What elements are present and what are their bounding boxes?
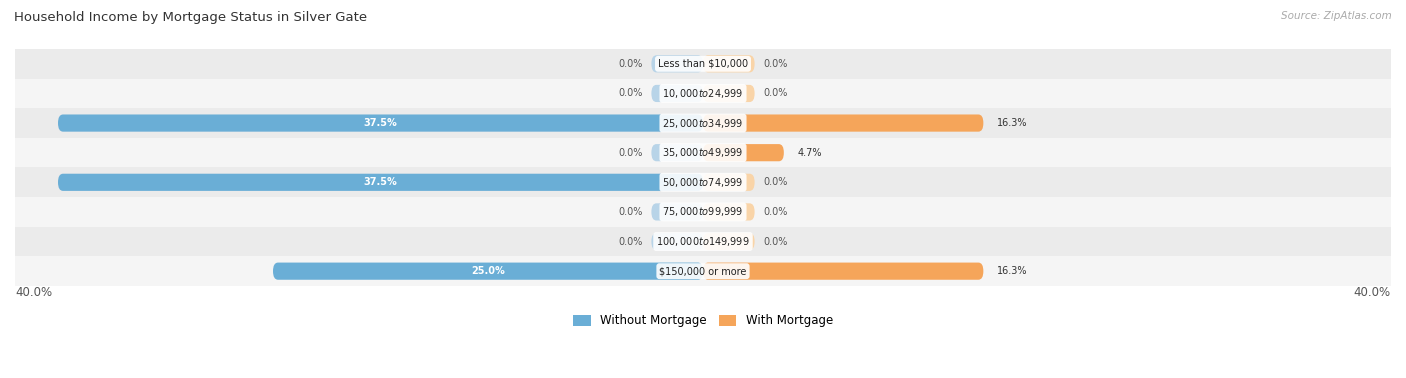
Text: 4.7%: 4.7% <box>797 148 823 158</box>
FancyBboxPatch shape <box>703 115 983 132</box>
Text: Less than $10,000: Less than $10,000 <box>658 59 748 69</box>
Text: 40.0%: 40.0% <box>15 286 52 299</box>
FancyBboxPatch shape <box>703 55 755 73</box>
FancyBboxPatch shape <box>703 85 755 102</box>
Text: 0.0%: 0.0% <box>763 59 787 69</box>
Bar <box>15 227 1391 256</box>
Text: 16.3%: 16.3% <box>997 266 1028 276</box>
Bar <box>15 138 1391 167</box>
Text: 0.0%: 0.0% <box>763 237 787 246</box>
Bar <box>15 256 1391 286</box>
Text: 0.0%: 0.0% <box>619 207 643 217</box>
Text: 0.0%: 0.0% <box>619 88 643 98</box>
Text: Source: ZipAtlas.com: Source: ZipAtlas.com <box>1281 11 1392 21</box>
Bar <box>15 108 1391 138</box>
Text: 40.0%: 40.0% <box>1354 286 1391 299</box>
Text: 0.0%: 0.0% <box>619 148 643 158</box>
Text: 0.0%: 0.0% <box>763 88 787 98</box>
FancyBboxPatch shape <box>58 174 703 191</box>
Bar <box>15 197 1391 227</box>
Text: 0.0%: 0.0% <box>619 59 643 69</box>
Bar <box>15 49 1391 79</box>
Bar <box>15 79 1391 108</box>
Text: 0.0%: 0.0% <box>619 237 643 246</box>
Text: 16.3%: 16.3% <box>997 118 1028 128</box>
FancyBboxPatch shape <box>651 233 703 250</box>
Bar <box>15 167 1391 197</box>
FancyBboxPatch shape <box>651 144 703 161</box>
FancyBboxPatch shape <box>651 55 703 73</box>
FancyBboxPatch shape <box>58 115 703 132</box>
FancyBboxPatch shape <box>703 263 983 280</box>
FancyBboxPatch shape <box>703 233 755 250</box>
Text: $50,000 to $74,999: $50,000 to $74,999 <box>662 176 744 189</box>
Text: $25,000 to $34,999: $25,000 to $34,999 <box>662 116 744 130</box>
Legend: Without Mortgage, With Mortgage: Without Mortgage, With Mortgage <box>568 310 838 332</box>
Text: 37.5%: 37.5% <box>364 118 398 128</box>
Text: $35,000 to $49,999: $35,000 to $49,999 <box>662 146 744 159</box>
Text: $100,000 to $149,999: $100,000 to $149,999 <box>657 235 749 248</box>
FancyBboxPatch shape <box>703 203 755 220</box>
Text: 37.5%: 37.5% <box>364 177 398 187</box>
FancyBboxPatch shape <box>651 203 703 220</box>
FancyBboxPatch shape <box>703 144 783 161</box>
Text: $75,000 to $99,999: $75,000 to $99,999 <box>662 205 744 218</box>
FancyBboxPatch shape <box>651 85 703 102</box>
Text: 0.0%: 0.0% <box>763 207 787 217</box>
Text: $150,000 or more: $150,000 or more <box>659 266 747 276</box>
Text: $10,000 to $24,999: $10,000 to $24,999 <box>662 87 744 100</box>
Text: 25.0%: 25.0% <box>471 266 505 276</box>
FancyBboxPatch shape <box>703 174 755 191</box>
Text: Household Income by Mortgage Status in Silver Gate: Household Income by Mortgage Status in S… <box>14 11 367 24</box>
FancyBboxPatch shape <box>273 263 703 280</box>
Text: 0.0%: 0.0% <box>763 177 787 187</box>
